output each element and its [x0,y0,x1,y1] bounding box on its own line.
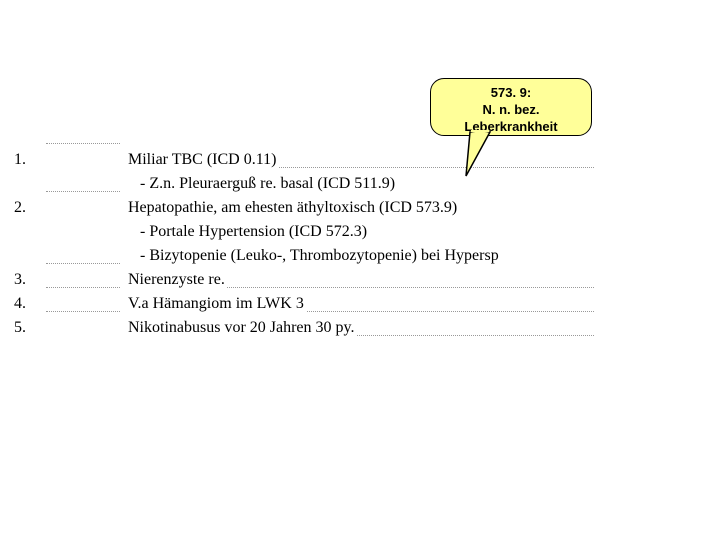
item-text-col: Miliar TBC (ICD 0.11) [128,148,594,172]
list-item: 1. Miliar TBC (ICD 0.11) [14,148,594,172]
item-text: Hepatopathie, am ehesten äthyltoxisch (I… [128,199,459,216]
callout-line3: Leberkrankheit [431,119,591,136]
item-text-col: Nierenzyste re. [128,268,594,292]
callout-line1: 573. 9: [431,85,591,102]
list-item: 4. V.a Hämangiom im LWK 3 [14,292,594,316]
item-text-col: Hepatopathie, am ehesten äthyltoxisch (I… [128,196,594,220]
sub-text: - Z.n. Pleuraerguß re. basal (ICD 511.9) [140,172,395,196]
item-text: Miliar TBC (ICD 0.11) [128,151,278,168]
item-number: 1. [14,148,38,172]
sub-text: - Bizytopenie (Leuko-, Thrombozytopenie)… [140,244,499,268]
item-number: 5. [14,316,38,340]
callout-bubble: 573. 9: N. n. bez. Leberkrankheit [430,78,592,136]
item-number: 3. [14,268,38,292]
sub-item: - Z.n. Pleuraerguß re. basal (ICD 511.9) [14,172,594,196]
item-number: 4. [14,292,38,316]
list-item: 2. Hepatopathie, am ehesten äthyltoxisch… [14,196,594,220]
list-item: 5. Nikotinabusus vor 20 Jahren 30 py. [14,316,594,340]
sub-item: - Portale Hypertension (ICD 572.3) [14,220,594,244]
list-item: 3. Nierenzyste re. [14,268,594,292]
item-text: V.a Hämangiom im LWK 3 [128,295,306,312]
item-text: Nikotinabusus vor 20 Jahren 30 py. [128,319,357,336]
diagnosis-list: 1. Miliar TBC (ICD 0.11) - Z.n. Pleuraer… [14,148,594,340]
item-text-col: V.a Hämangiom im LWK 3 [128,292,594,316]
item-text-col: Nikotinabusus vor 20 Jahren 30 py. [128,316,594,340]
callout-line2: N. n. bez. [431,102,591,119]
sub-item: - Bizytopenie (Leuko-, Thrombozytopenie)… [14,244,594,268]
sub-text: - Portale Hypertension (ICD 572.3) [140,220,367,244]
item-text: Nierenzyste re. [128,271,227,288]
item-number: 2. [14,196,38,220]
